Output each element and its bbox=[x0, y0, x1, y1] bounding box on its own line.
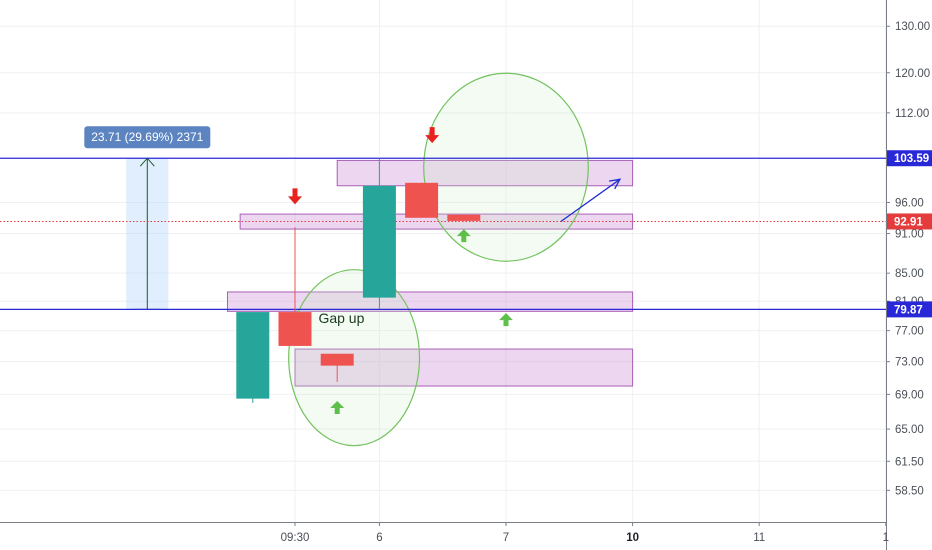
candle-body bbox=[447, 214, 481, 221]
time-tick-label: 1 bbox=[883, 532, 889, 544]
gap-up-label: Gap up bbox=[318, 310, 364, 326]
last-price-label-box bbox=[887, 213, 932, 230]
zone-rectangle bbox=[336, 159, 634, 187]
level-price-label: 79.87 bbox=[894, 304, 923, 316]
horizontal-lines[interactable] bbox=[0, 157, 886, 310]
arrow-up-icon bbox=[456, 229, 471, 243]
highlight-circle bbox=[288, 269, 421, 447]
time-axis[interactable]: 09:30 6 7 10 11 1 bbox=[0, 522, 889, 550]
measure-label: 23.71 (29.69%) 2371 bbox=[91, 130, 203, 144]
price-range-measure[interactable]: 23.71 (29.69%) 2371 bbox=[84, 126, 211, 310]
arrow-down-icon bbox=[425, 127, 440, 144]
price-tick-label: 65.00 bbox=[895, 424, 924, 436]
price-axis-background bbox=[886, 0, 932, 550]
level-price-label: 103.59 bbox=[894, 153, 929, 165]
candles bbox=[236, 158, 481, 403]
price-tick-label: 61.50 bbox=[895, 456, 924, 468]
trend-arrow-head bbox=[608, 178, 622, 190]
trend-arrow[interactable] bbox=[560, 178, 622, 223]
highlight-circle bbox=[423, 72, 589, 262]
candle-body bbox=[320, 353, 354, 366]
price-tick-label: 91.00 bbox=[895, 229, 924, 241]
price-tick-label: 96.00 bbox=[895, 197, 924, 209]
price-tick-label: 73.00 bbox=[895, 357, 924, 369]
candle-body bbox=[362, 185, 396, 298]
time-tick-label: 11 bbox=[753, 532, 765, 544]
price-axis[interactable]: 130.00120.00112.0096.0091.0085.0081.0077… bbox=[886, 0, 932, 550]
highlight-circles bbox=[288, 72, 589, 447]
arrow-down-icon bbox=[288, 188, 302, 205]
candle-body bbox=[278, 312, 312, 346]
price-tick-label: 77.00 bbox=[895, 326, 924, 338]
price-tick-label: 69.00 bbox=[895, 389, 924, 401]
annotations: Gap up bbox=[288, 127, 513, 415]
level-price-label-box bbox=[887, 301, 932, 318]
trend-arrow-line bbox=[560, 178, 621, 223]
last-price-label: 92.91 bbox=[894, 216, 923, 228]
price-tick-label: 130.00 bbox=[895, 21, 930, 33]
price-labels: 103.59 79.87 92.91 bbox=[887, 150, 932, 318]
arrow-up-icon bbox=[330, 401, 345, 415]
zone-rectangle bbox=[226, 291, 634, 312]
time-tick-label: 09:30 bbox=[281, 532, 310, 544]
candle-body bbox=[405, 182, 439, 218]
price-tick-label: 85.00 bbox=[895, 268, 924, 280]
time-tick-label: 6 bbox=[376, 532, 382, 544]
candle-body bbox=[236, 312, 270, 399]
price-tick-label: 112.00 bbox=[895, 108, 929, 120]
time-tick-label: 7 bbox=[503, 532, 509, 544]
price-tick-label: 120.00 bbox=[895, 68, 930, 80]
measure-label-box bbox=[84, 126, 211, 149]
level-price-label-box bbox=[887, 150, 932, 167]
arrow-up-icon bbox=[499, 313, 513, 327]
price-tick-label: 58.50 bbox=[895, 485, 924, 497]
time-tick-label: 10 bbox=[626, 532, 639, 544]
time-axis-background bbox=[0, 522, 886, 550]
